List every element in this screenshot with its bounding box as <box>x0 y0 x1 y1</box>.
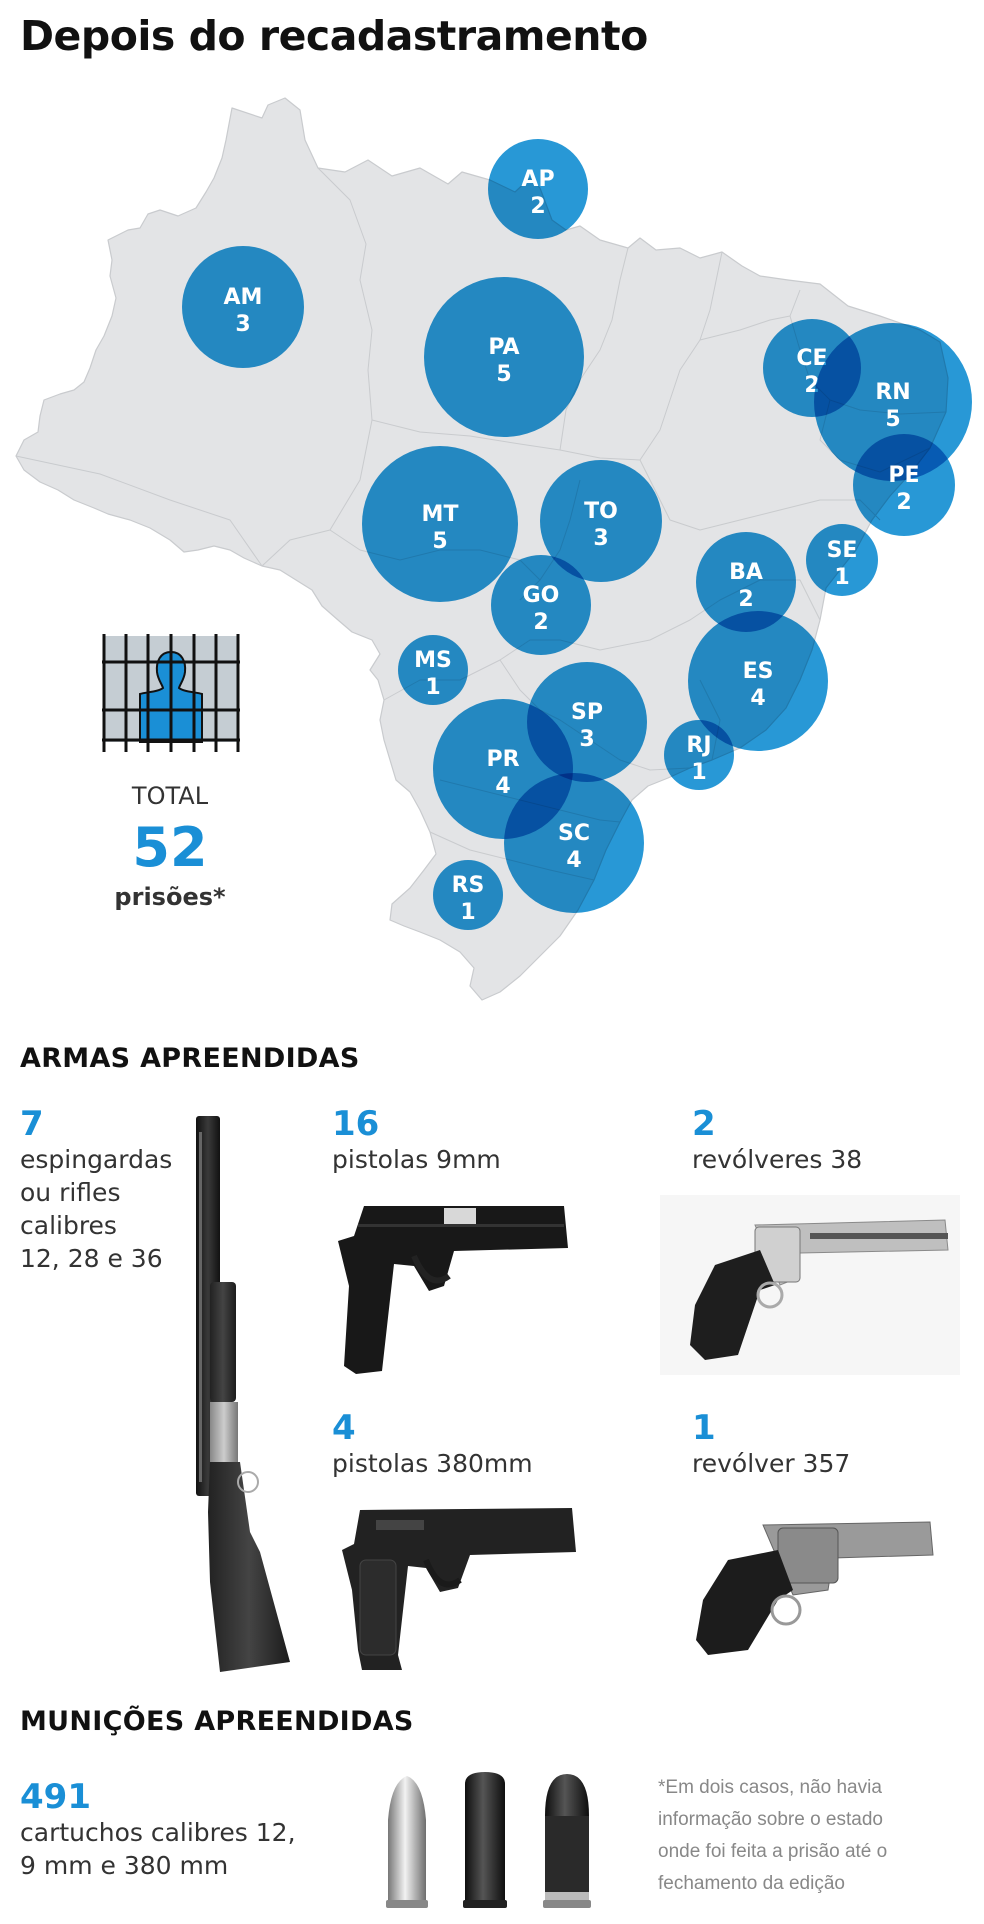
state-bubble-rn: RN5 <box>814 323 972 481</box>
pistol-380-icon <box>342 1508 576 1670</box>
state-code: MS <box>414 648 452 673</box>
state-count: 5 <box>496 362 511 387</box>
weapon-item-revolver-38: 2 revólveres 38 <box>692 1105 862 1176</box>
state-bubble-am: AM3 <box>182 246 304 368</box>
state-count: 3 <box>235 312 250 337</box>
state-count: 1 <box>834 565 849 590</box>
ammo-section-title: MUNIÇÕES APREENDIDAS <box>20 1706 414 1737</box>
state-bubble-ba: BA2 <box>696 532 796 632</box>
weapon-count: 4 <box>332 1408 356 1448</box>
weapon-count: 1 <box>692 1408 716 1448</box>
state-code: TO <box>584 499 618 524</box>
weapon-item-revolver-357: 1 revólver 357 <box>692 1409 850 1480</box>
footnote-line: informação sobre o estado <box>658 1809 883 1830</box>
weapon-count: 7 <box>20 1104 44 1144</box>
state-code: RN <box>875 380 910 405</box>
state-bubble-ap: AP2 <box>488 139 588 239</box>
weapon-desc: revólver 357 <box>692 1449 851 1478</box>
state-code: MT <box>422 502 459 527</box>
state-count: 2 <box>533 610 548 635</box>
state-bubble-es: ES4 <box>688 611 828 751</box>
state-count: 4 <box>566 848 581 873</box>
weapons-section-title: ARMAS APREENDIDAS <box>20 1043 360 1074</box>
footnote-line: onde foi feita a prisão até o <box>658 1841 888 1862</box>
state-code: SC <box>558 821 590 846</box>
pistol-9mm-icon <box>338 1206 568 1374</box>
state-code: SE <box>827 538 858 563</box>
shotgun-icon <box>196 1116 290 1672</box>
jail-icon <box>102 634 240 752</box>
weapon-desc: revólveres 38 <box>692 1145 863 1174</box>
revolver-38-icon <box>660 1195 960 1375</box>
state-bubble-go: GO2 <box>491 555 591 655</box>
state-bubble-se: SE1 <box>806 524 878 596</box>
state-count: 3 <box>593 526 608 551</box>
ammo-icons <box>386 1772 591 1908</box>
weapon-count: 16 <box>332 1104 380 1144</box>
state-count: 1 <box>425 675 440 700</box>
weapon-count: 2 <box>692 1104 716 1144</box>
state-count: 2 <box>738 587 753 612</box>
state-code: BA <box>729 560 763 585</box>
state-code: GO <box>523 583 560 608</box>
state-count: 4 <box>750 686 765 711</box>
state-bubble-pa: PA5 <box>424 277 584 437</box>
ammo-desc-line: 9 mm e 380 mm <box>20 1851 229 1880</box>
state-bubble-to: TO3 <box>540 460 662 582</box>
page-title: Depois do recadastramento <box>20 12 648 60</box>
footnote-line: *Em dois casos, não havia <box>658 1777 882 1798</box>
state-bubble-sc: SC4 <box>504 773 644 913</box>
weapon-item-pistol-380: 4 pistolas 380mm <box>332 1409 533 1480</box>
weapon-desc-line: 12, 28 e 36 <box>20 1244 163 1273</box>
total-value: 52 <box>132 816 208 879</box>
ammo-item: 491 cartuchos calibres 12, 9 mm e 380 mm <box>20 1778 296 1882</box>
state-count: 1 <box>460 900 475 925</box>
footnote: *Em dois casos, não havia informação sob… <box>658 1772 978 1900</box>
ammo-count: 491 <box>20 1777 91 1817</box>
weapon-desc-line: espingardas <box>20 1145 173 1174</box>
weapon-desc-line: calibres <box>20 1211 117 1240</box>
state-count: 1 <box>691 760 706 785</box>
ammo-desc-line: cartuchos calibres 12, <box>20 1818 296 1847</box>
state-code: RJ <box>686 733 711 758</box>
footnote-line: fechamento da edição <box>658 1873 845 1894</box>
cartridge-12-icon <box>463 1772 507 1908</box>
state-bubble-pe: PE2 <box>853 434 955 536</box>
bullet-9mm-icon <box>386 1776 428 1908</box>
state-code: PR <box>486 747 519 772</box>
state-bubble-rj: RJ1 <box>664 720 734 790</box>
state-bubble-mt: MT5 <box>362 446 518 602</box>
bullet-380-icon <box>543 1774 591 1908</box>
state-count: 2 <box>530 194 545 219</box>
state-code: AM <box>224 285 263 310</box>
state-count: 3 <box>579 727 594 752</box>
weapon-desc-line: ou rifles <box>20 1178 121 1207</box>
state-code: AP <box>521 167 554 192</box>
state-code: PA <box>488 335 519 360</box>
state-code: SP <box>571 700 603 725</box>
state-count: 5 <box>432 529 447 554</box>
revolver-357-icon <box>696 1521 934 1655</box>
total-label: TOTAL <box>131 782 209 810</box>
state-code: PE <box>888 463 919 488</box>
state-count: 4 <box>495 774 510 799</box>
state-code: ES <box>743 659 774 684</box>
state-bubble-ms: MS1 <box>398 635 468 705</box>
state-code: RS <box>452 873 485 898</box>
state-bubble-rs: RS1 <box>433 860 503 930</box>
state-count: 2 <box>896 490 911 515</box>
state-count: 5 <box>885 407 900 432</box>
weapon-desc: pistolas 380mm <box>332 1449 533 1478</box>
total-unit: prisões* <box>114 883 226 911</box>
weapon-desc: pistolas 9mm <box>332 1145 501 1174</box>
weapon-item-pistol-9mm: 16 pistolas 9mm <box>332 1105 501 1176</box>
weapon-item-shotgun: 7 espingardas ou rifles calibres 12, 28 … <box>20 1105 190 1275</box>
